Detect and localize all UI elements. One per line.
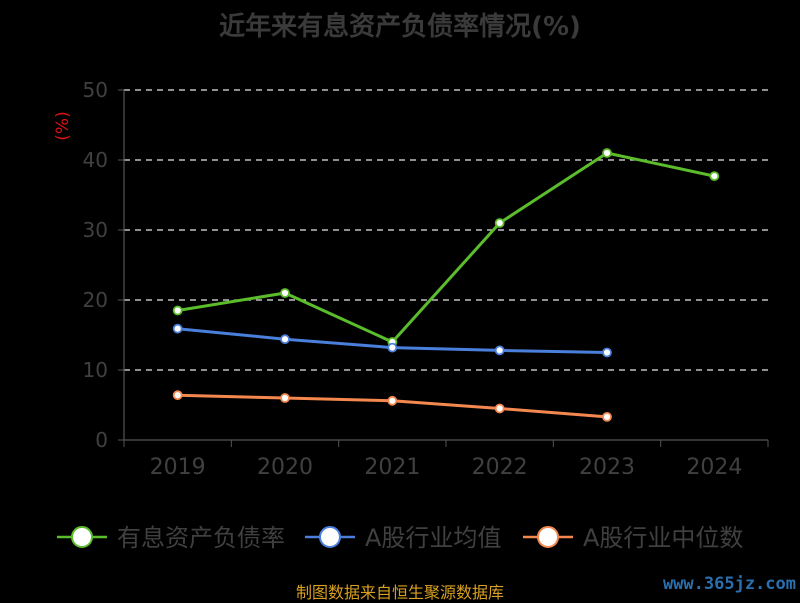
data-point [494,218,505,228]
legend-label: A股行业中位数 [583,524,743,552]
grid-lines [124,89,768,371]
x-tick-label: 2019 [150,455,206,480]
axes [118,89,769,447]
legend-marker [537,526,559,548]
legend-marker [71,526,93,548]
legend: 有息资产负债率 A股行业均值 A股行业中位数 [57,524,743,552]
data-source-note: 制图数据来自恒生聚源数据库 [295,583,504,602]
x-tick-label: 2022 [472,455,528,480]
legend-item: 有息资产负债率 [57,524,285,552]
x-tick-labels: 2019 2020 2021 2022 2023 2024 [150,455,743,480]
x-tick-label: 2020 [257,455,313,480]
data-point [602,411,612,422]
data-point [280,393,290,403]
data-point [172,390,183,401]
data-point [172,323,183,334]
legend-marker [319,526,341,548]
data-point [172,305,183,316]
y-tick-label: 10 [83,358,108,382]
legend-label: A股行业均值 [365,524,501,552]
data-point [709,171,720,182]
series-line-0 [177,151,715,344]
y-tick-labels: 0 10 20 30 40 50 [83,78,108,452]
y-axis-unit-label: (%) [53,111,73,140]
data-point [280,288,290,298]
x-tick-label: 2024 [686,455,742,480]
chart-title: 近年来有息资产负债率情况(%) [219,12,581,42]
x-tick-label: 2023 [579,455,635,480]
data-point [387,342,398,353]
data-point [494,403,505,414]
data-point [602,347,612,358]
x-tick-label: 2021 [364,455,420,480]
data-point [387,395,398,406]
legend-item: A股行业中位数 [523,524,743,552]
data-point [602,148,612,158]
watermark: www.365jz.com [662,574,796,594]
y-tick-label: 50 [83,78,108,102]
data-point [494,345,505,356]
legend-label: 有息资产负债率 [117,524,285,552]
y-tick-label: 0 [95,428,108,452]
y-tick-label: 30 [83,218,108,242]
legend-item: A股行业均值 [305,524,501,552]
data-point [280,334,290,345]
y-tick-label: 40 [83,148,108,172]
series-group [172,148,720,422]
y-tick-label: 20 [83,288,108,312]
